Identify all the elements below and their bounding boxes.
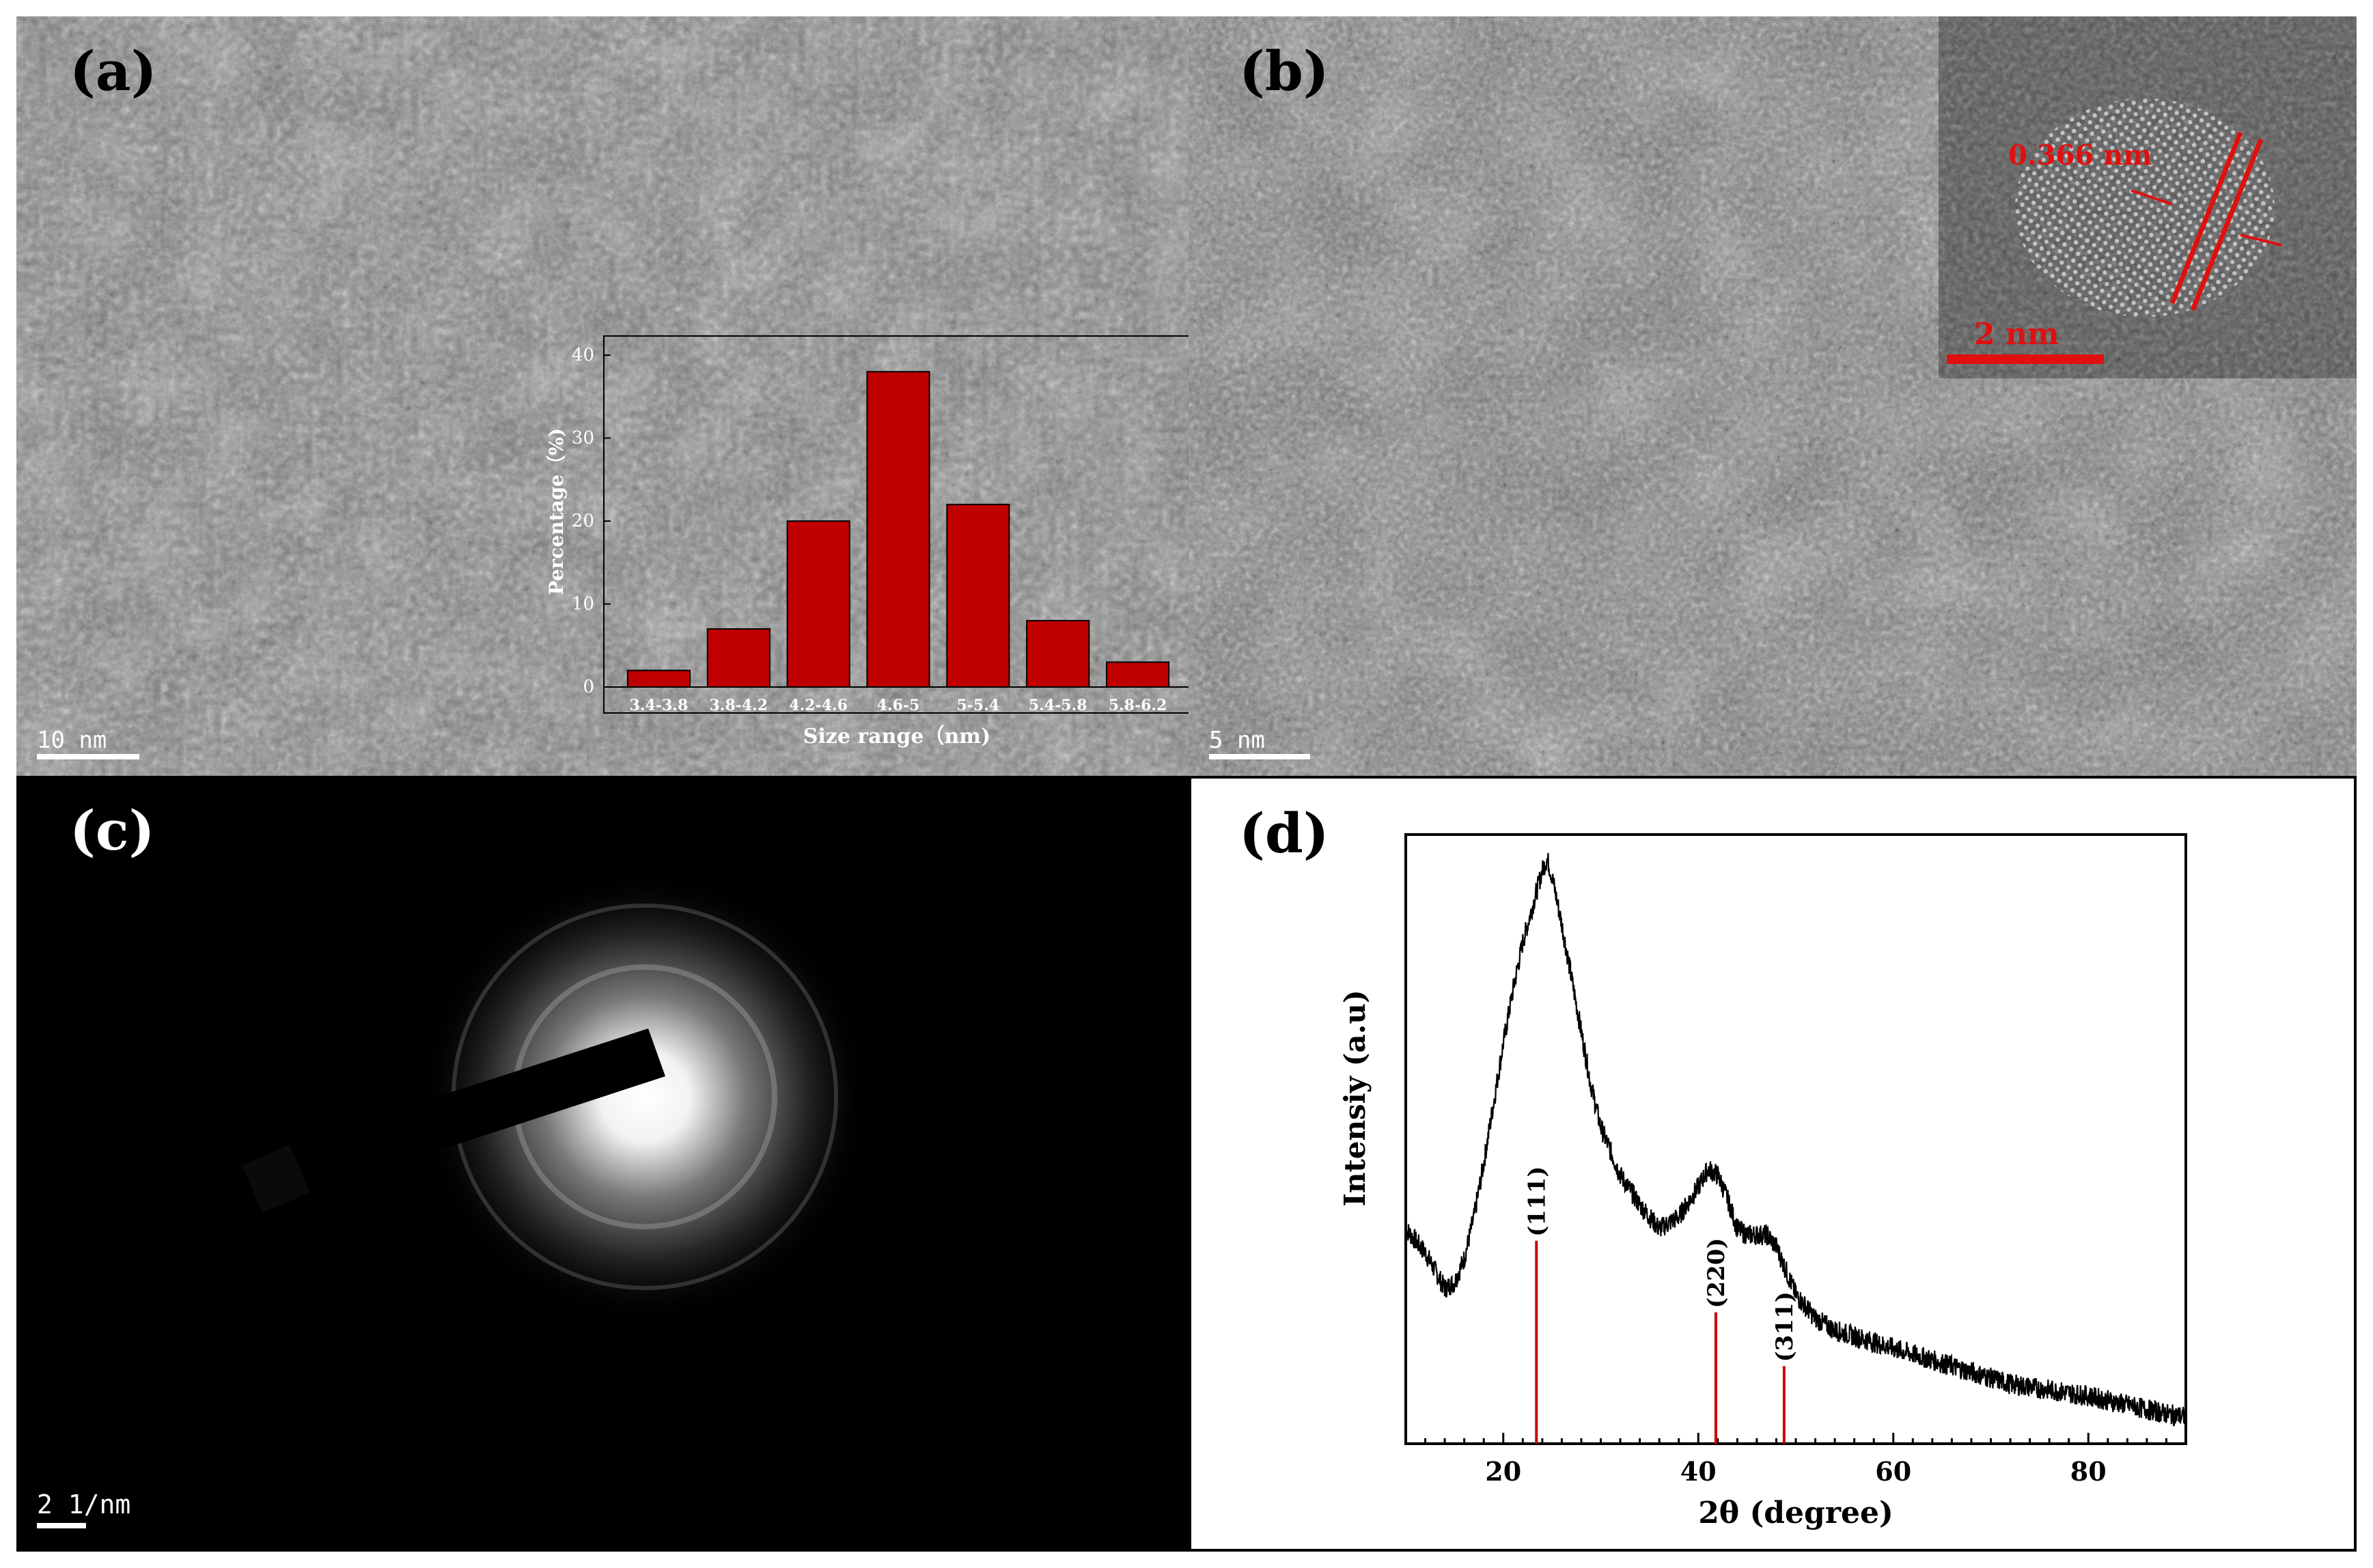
panel-a-tem-image: (a) 10 nm 0 10 20 30 40 3.4-3.8 3.8-4.2 4.2-4.6… (16, 16, 1189, 776)
histogram-x-label: Size range（nm) (803, 725, 991, 748)
histogram-x-tick-label: 5.8-6.2 (1109, 697, 1167, 714)
panel-d-label: (d) (1239, 801, 1329, 865)
panel-d-xrd-plot: (d) 20 40 60 80 2θ (degree) Intensiy (a.u) (11… (1189, 776, 2357, 1552)
panel-c-label: (c) (70, 798, 155, 863)
xrd-peak-label: (111) (1523, 1166, 1551, 1237)
histogram-y-tick-label: 10 (572, 594, 594, 615)
xrd-series-line (1404, 852, 2187, 1427)
scale-bar-label-a: 10 nm (37, 727, 107, 754)
hrtem-texture-b (1189, 16, 2357, 776)
panel-a-label: (a) (70, 39, 157, 103)
scale-bar-label-b: 5 nm (1209, 727, 1265, 754)
xrd-y-label: Intensiy (a.u) (1338, 990, 1372, 1207)
histogram-bar (946, 503, 1010, 688)
scale-bar-c (37, 1523, 86, 1528)
size-histogram-inset: 0 10 20 30 40 3.4-3.8 3.8-4.2 4.2-4.6 4.6-5 5-5.4… (545, 335, 1189, 748)
xrd-x-label: 2θ (degree) (1698, 1496, 1893, 1530)
lattice-spacing-label: 0.366 nm (2008, 139, 2152, 171)
histogram-x-tick-label: 3.4-3.8 (630, 697, 689, 714)
histogram-y-label: Percentage（%) (545, 428, 568, 595)
scale-bar-a (37, 754, 139, 759)
scale-bar-b (1209, 754, 1310, 759)
histogram-y-tick-label: 40 (572, 345, 594, 365)
histogram-y-tick-label: 30 (572, 428, 594, 449)
histogram-x-tick-label: 5-5.4 (956, 697, 999, 714)
histogram-y-tick-label: 20 (572, 511, 594, 531)
panel-b-label: (b) (1239, 39, 1329, 103)
histogram-bar (1105, 661, 1170, 688)
histogram-x-tick-label: 5.4-5.8 (1029, 697, 1087, 714)
histogram-bar (1026, 619, 1090, 688)
histogram-bar (626, 669, 691, 688)
xrd-peak-label: (311) (1771, 1291, 1799, 1362)
histogram-bar (866, 371, 930, 688)
tem-texture-a (16, 16, 1189, 776)
scale-bar-label-c: 2 1/nm (37, 1489, 131, 1520)
histogram-frame (603, 335, 1189, 714)
saed-pattern-drawing (242, 871, 870, 1322)
inset-scale-bar-label-b: 2 nm (1974, 317, 2059, 352)
histogram-x-tick-label: 3.8-4.2 (709, 697, 768, 714)
xrd-peak-label: (220) (1703, 1238, 1730, 1308)
histogram-bar (706, 628, 771, 688)
xrd-x-tick-label: 80 (2070, 1456, 2107, 1487)
panel-c-saed-pattern: (c) 2 1/nm (16, 776, 1189, 1552)
histogram-bar (786, 520, 850, 688)
xrd-x-tick-label: 40 (1680, 1456, 1717, 1487)
xrd-x-tick-label: 60 (1875, 1456, 1911, 1487)
histogram-y-tick-label: 0 (583, 677, 594, 697)
xrd-chart: 20 40 60 80 2θ (degree) Intensiy (a.u) (111) (2… (1338, 833, 2187, 1530)
histogram-x-tick-label: 4.2-4.6 (789, 697, 848, 714)
panel-b-hrtem-image: (b) 0.366 nm 2 nm 5 nm (1189, 16, 2357, 776)
histogram-x-tick-label: 4.6-5 (877, 697, 920, 714)
xrd-x-tick-label: 20 (1485, 1456, 1521, 1487)
